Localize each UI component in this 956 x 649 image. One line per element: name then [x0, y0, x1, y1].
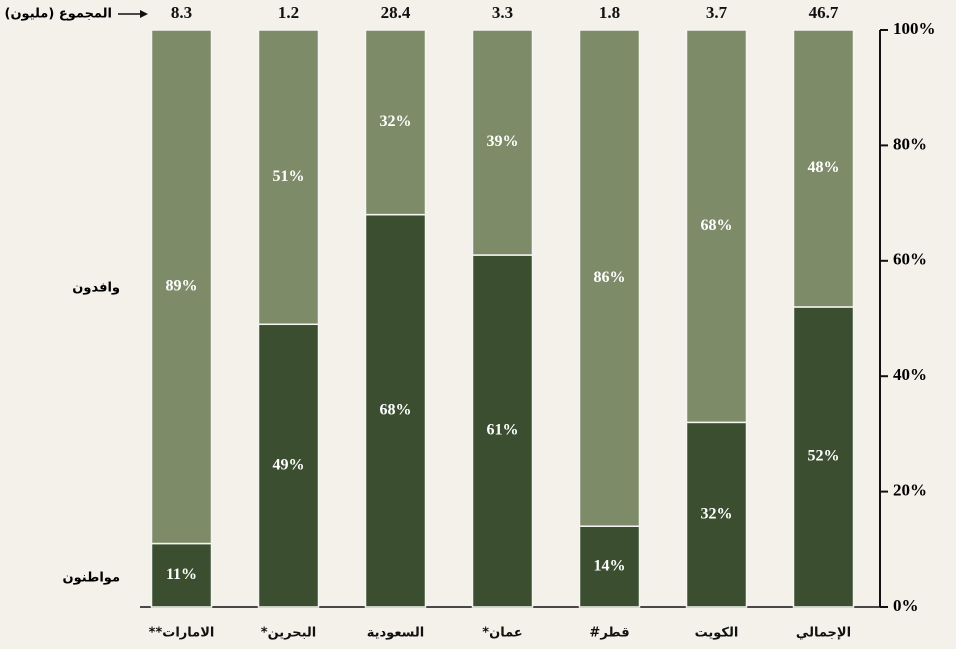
y-tick-label: 80%	[893, 134, 927, 153]
y-tick-label: 40%	[893, 365, 927, 384]
bar-segment	[578, 525, 641, 608]
y-tick-label: 20%	[893, 481, 927, 500]
value-label: 32%	[380, 113, 412, 130]
totals-label: المجموع (مليون)	[5, 7, 113, 22]
series-label: مواطنون	[63, 571, 120, 586]
x-tick-label: #قطر	[589, 626, 629, 641]
value-label: 86%	[594, 269, 626, 286]
x-tick-label: *عمان	[482, 626, 522, 641]
x-tick-label: *البحرين	[261, 626, 317, 641]
value-label: 14%	[594, 557, 626, 574]
bar-segment	[364, 213, 427, 608]
bar-segment	[257, 29, 320, 326]
bar-segment	[257, 323, 320, 608]
bar-segment	[792, 29, 855, 308]
total-label: 46.7	[809, 3, 839, 22]
arrow-head	[140, 10, 148, 18]
x-tick-label: السعودية	[367, 626, 425, 641]
value-label: 11%	[166, 566, 197, 583]
total-label: 3.3	[492, 3, 513, 22]
value-label: 68%	[701, 217, 733, 234]
y-tick-label: 0%	[893, 596, 919, 615]
y-tick-label: 60%	[893, 250, 927, 269]
bar-segment	[471, 29, 534, 256]
y-tick-label: 100%	[893, 19, 936, 38]
value-label: 51%	[273, 168, 305, 185]
value-label: 89%	[166, 277, 198, 294]
value-label: 49%	[273, 456, 305, 473]
total-label: 28.4	[381, 3, 411, 22]
total-label: 1.2	[278, 3, 299, 22]
bar-segment	[150, 29, 213, 545]
bar-segment	[792, 306, 855, 608]
value-label: 39%	[487, 133, 519, 150]
total-label: 3.7	[706, 3, 728, 22]
bar-segment	[364, 29, 427, 216]
x-tick-label: **الامارات	[149, 626, 215, 641]
x-tick-label: الكويت	[695, 626, 739, 641]
series-label: وافدون	[72, 281, 120, 296]
value-label: 61%	[487, 422, 519, 439]
value-label: 52%	[808, 448, 840, 465]
bar-segment	[578, 29, 641, 527]
value-label: 32%	[701, 505, 733, 522]
total-label: 1.8	[599, 3, 620, 22]
x-tick-label: الإجمالي	[796, 626, 851, 641]
bar-segment	[685, 29, 748, 424]
total-label: 8.3	[171, 3, 192, 22]
value-label: 68%	[380, 401, 412, 418]
value-label: 48%	[808, 159, 840, 176]
